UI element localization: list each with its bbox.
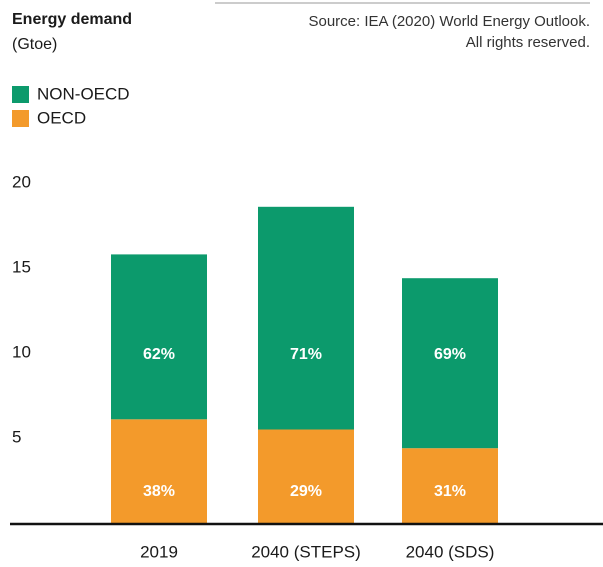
chart-title: Energy demand	[12, 11, 132, 28]
legend-swatch	[12, 110, 29, 127]
x-tick-label: 2040 (STEPS)	[251, 542, 361, 561]
bar-segment	[258, 429, 354, 523]
y-tick-label: 20	[12, 172, 31, 191]
source: Source: IEA (2020) World Energy Outlook.	[308, 13, 590, 30]
bar-segment	[111, 254, 207, 420]
legend-label: NON-OECD	[37, 84, 130, 103]
legend-label: OECD	[37, 108, 86, 127]
segment-label: 38%	[143, 483, 175, 500]
bar-segment	[402, 278, 498, 449]
y-tick-label: 5	[12, 427, 21, 446]
bar-segment	[402, 448, 498, 523]
bar-segment	[258, 206, 354, 430]
legend-swatch	[12, 86, 29, 103]
source: All rights reserved.	[466, 34, 590, 51]
bar-segment	[111, 419, 207, 523]
segment-label: 62%	[143, 346, 175, 363]
segment-label: 31%	[434, 483, 466, 500]
y-tick-label: 15	[12, 257, 31, 276]
y-tick-label: 10	[12, 342, 31, 361]
segment-label: 29%	[290, 483, 322, 500]
segment-label: 69%	[434, 346, 466, 363]
chart-subtitle: (Gtoe)	[12, 36, 57, 53]
x-tick-label: 2040 (SDS)	[406, 542, 495, 561]
x-tick-label: 2019	[140, 542, 178, 561]
segment-label: 71%	[290, 346, 322, 363]
